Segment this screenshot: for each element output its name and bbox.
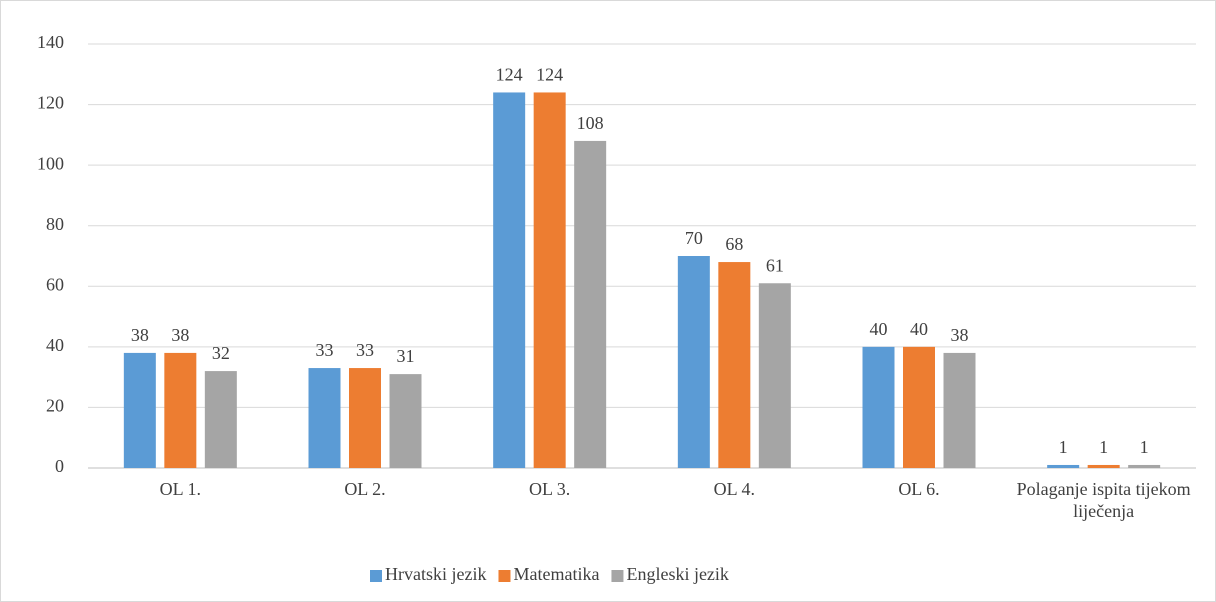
data-label: 33 xyxy=(316,340,334,360)
data-label: 70 xyxy=(685,228,703,248)
data-label: 38 xyxy=(131,325,149,345)
x-tick-label-box: OL 3. xyxy=(528,479,571,499)
legend-label: Engleski jezik xyxy=(626,564,728,584)
bar xyxy=(1128,464,1161,468)
legend-swatch xyxy=(611,570,624,582)
bar xyxy=(123,352,156,468)
bar xyxy=(862,346,895,468)
data-label: 1 xyxy=(1099,437,1108,457)
data-label: 38 xyxy=(171,325,189,345)
data-label: 31 xyxy=(397,346,415,366)
y-tick-label: 40 xyxy=(46,335,64,355)
legend-label: Matematika xyxy=(513,564,599,584)
y-tick-label: 20 xyxy=(46,396,64,416)
bar xyxy=(493,92,526,468)
legend-label: Hrvatski jezik xyxy=(385,564,486,584)
legend-swatch xyxy=(498,570,511,582)
x-tick-label: OL 3. xyxy=(528,479,571,499)
data-label: 68 xyxy=(725,234,743,254)
y-tick-label: 80 xyxy=(46,214,64,234)
x-tick-label-box: OL 1. xyxy=(159,479,201,499)
data-label: 40 xyxy=(910,319,928,339)
data-label: 124 xyxy=(496,65,523,85)
x-tick-label-box: OL 4. xyxy=(713,479,755,499)
bar xyxy=(677,256,710,468)
x-tick-label: OL 2. xyxy=(344,479,386,499)
bar xyxy=(1047,464,1080,468)
data-label: 61 xyxy=(766,255,784,275)
y-tick-label: 0 xyxy=(55,456,64,476)
data-label: 38 xyxy=(951,325,969,345)
bar xyxy=(389,374,422,468)
x-tick-label-box: OL 2. xyxy=(344,479,386,499)
data-label: 1 xyxy=(1059,437,1068,457)
bar xyxy=(204,371,237,468)
data-label: 40 xyxy=(870,319,888,339)
x-tick-label-box: Polaganje ispita tijekom liječenja xyxy=(1016,479,1191,521)
bar xyxy=(308,368,341,468)
y-tick-label: 140 xyxy=(37,32,64,52)
y-tick-label: 100 xyxy=(37,153,64,173)
legend-swatch xyxy=(370,570,382,582)
bar xyxy=(533,92,566,468)
data-label: 124 xyxy=(536,65,563,85)
bar xyxy=(943,352,976,468)
x-tick-label-box: OL 6. xyxy=(898,479,940,499)
data-label: 32 xyxy=(212,343,230,363)
data-label: 108 xyxy=(577,113,604,133)
x-tick-label: OL 4. xyxy=(713,479,755,499)
x-tick-label: OL 1. xyxy=(159,479,201,499)
bar xyxy=(903,346,935,468)
bar xyxy=(718,262,751,468)
y-tick-label: 60 xyxy=(46,274,64,294)
bar xyxy=(349,368,381,468)
data-label: 1 xyxy=(1140,437,1149,457)
x-tick-label: Polaganje ispita tijekom liječenja xyxy=(1016,479,1191,521)
bar xyxy=(164,352,197,468)
bar xyxy=(574,140,607,468)
bar xyxy=(758,283,791,468)
bar xyxy=(1087,464,1120,468)
data-label: 33 xyxy=(356,340,374,360)
y-tick-label: 120 xyxy=(37,93,64,113)
x-tick-label: OL 6. xyxy=(898,479,940,499)
